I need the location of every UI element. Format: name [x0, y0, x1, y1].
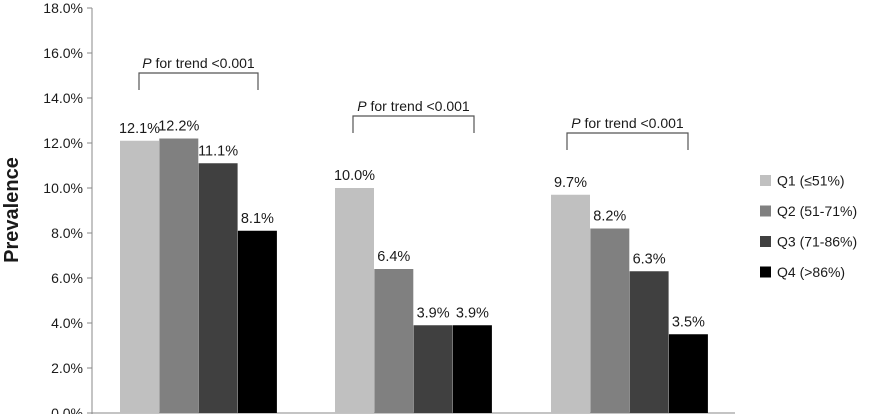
y-tick-label: 10.0% [43, 180, 83, 196]
y-axis: 0.0% 2.0% 4.0% 6.0% 8.0% 10.0% 12.0% 14.0% 16.0%… [43, 0, 735, 414]
data-label: 12.1% [119, 121, 160, 137]
trend-bracket [566, 132, 689, 150]
bar [198, 163, 238, 413]
legend-swatch [760, 175, 771, 186]
data-label: 3.5% [672, 314, 705, 330]
y-axis-label: Prevalence [1, 157, 23, 263]
bar [120, 140, 159, 413]
legend-label: Q1 (≤51%) [777, 173, 845, 189]
y-tick-label: 0.0% [51, 405, 83, 414]
y-tick-label: 4.0% [51, 315, 83, 331]
bar [237, 230, 277, 413]
legend-swatch [760, 236, 771, 247]
trend-label: P for trend <0.001 [357, 98, 470, 114]
trend-bracket [138, 72, 259, 90]
y-tick-label: 2.0% [51, 360, 83, 376]
data-label: 8.2% [593, 209, 626, 225]
legend-swatch [760, 205, 771, 217]
data-label: 6.3% [633, 251, 666, 267]
y-tick-label: 12.0% [43, 135, 83, 151]
bar [159, 138, 199, 413]
bar [668, 334, 708, 413]
data-label: 3.9% [456, 305, 489, 321]
legend-label: Q3 (71-86%) [777, 234, 857, 250]
trend-p-symbol: P [357, 98, 367, 114]
data-label: 12.2% [158, 119, 199, 135]
trend-label: P for trend <0.001 [142, 55, 255, 71]
bar [335, 188, 374, 413]
legend-swatch [760, 266, 771, 278]
trend-p-symbol: P [571, 115, 581, 131]
legend-label: Q4 (>86%) [777, 264, 845, 280]
data-label: 8.1% [241, 211, 274, 227]
bar [413, 325, 453, 413]
data-label: 3.9% [417, 305, 450, 321]
y-tick-label: 16.0% [43, 45, 83, 61]
trend-text: for trend <0.001 [367, 98, 470, 114]
bar [629, 271, 669, 413]
trend-label: P for trend <0.001 [571, 115, 684, 131]
trend-bracket [352, 115, 475, 133]
data-label: 9.7% [554, 175, 587, 191]
y-tick-label: 18.0% [43, 0, 83, 16]
legend: Q1 (≤51%) Q2 (51-71%) Q3 (71-86%) Q4 (>86%) [760, 173, 857, 280]
data-label: 6.4% [377, 249, 410, 265]
data-label: 11.1% [198, 143, 238, 159]
bar [374, 269, 414, 413]
legend-label: Q2 (51-71%) [777, 203, 857, 219]
y-tick-label: 8.0% [51, 225, 83, 241]
y-tick-label: 6.0% [51, 270, 83, 286]
y-tick-label: 14.0% [43, 90, 83, 106]
trend-text: for trend <0.001 [152, 55, 255, 71]
trend-p-symbol: P [142, 55, 152, 71]
bar [551, 194, 590, 413]
bar [590, 228, 630, 413]
bar [452, 325, 492, 413]
data-label: 10.0% [334, 168, 375, 184]
trend-text: for trend <0.001 [581, 115, 684, 131]
data-labels: 12.1%12.2% 11.1% 8.1% 10.0% 6.4% 3.9% 3.9% 9.7%… [119, 119, 705, 331]
bars [120, 138, 708, 413]
